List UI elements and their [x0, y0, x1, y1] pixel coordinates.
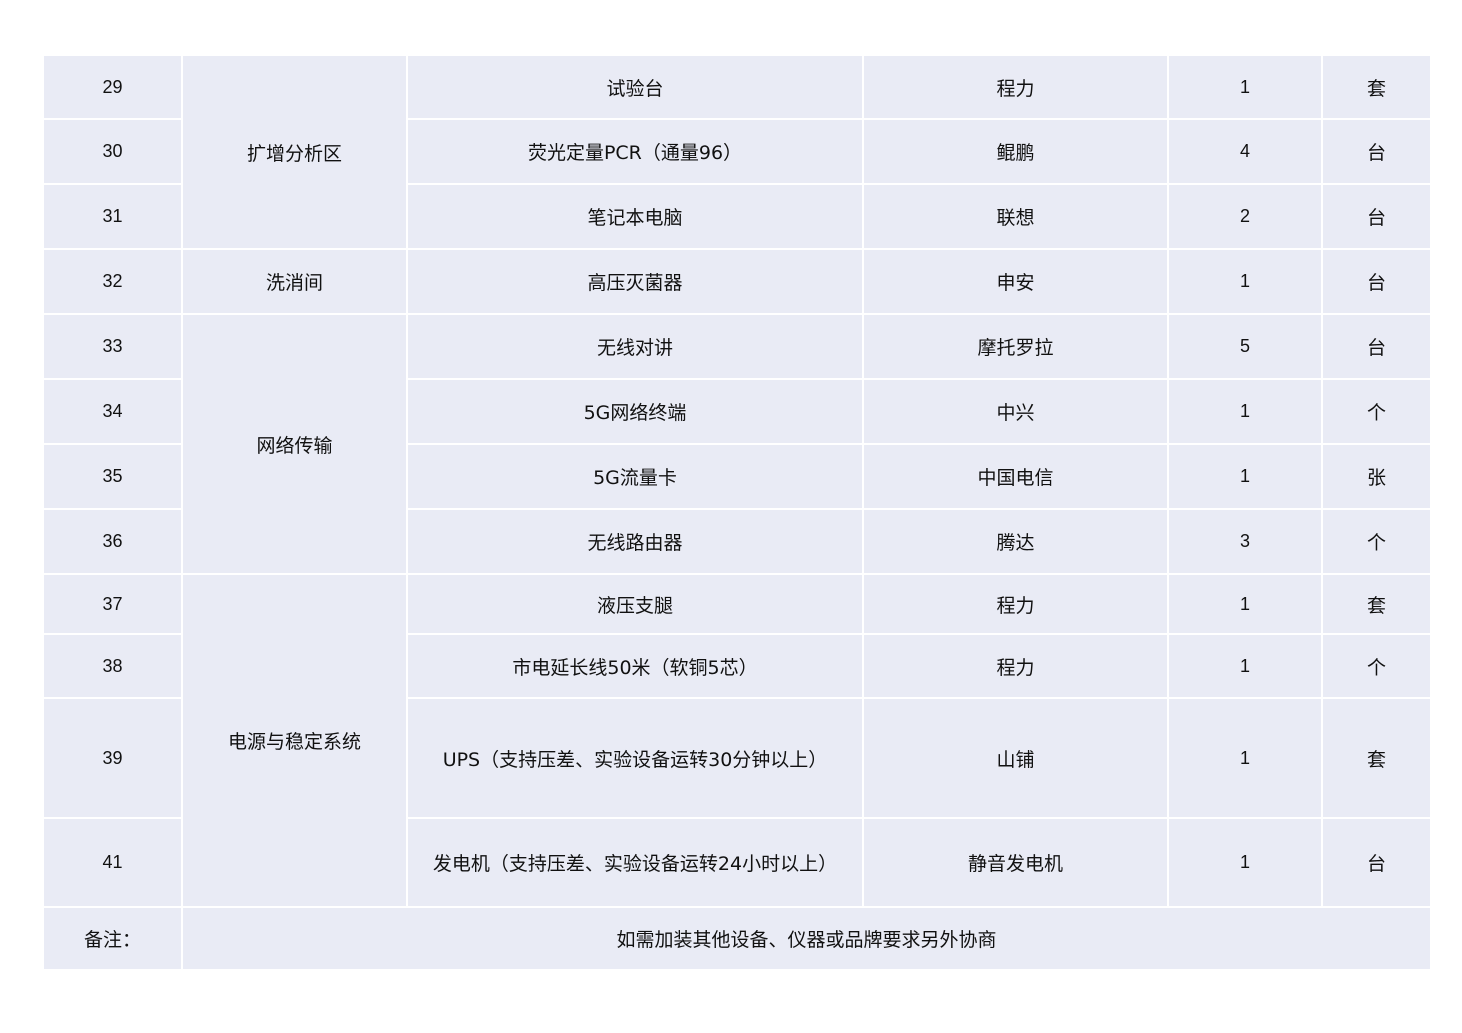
- item-name: 5G网络终端: [406, 378, 864, 445]
- brand: 程力: [862, 633, 1169, 699]
- area-cell: 洗消间: [181, 248, 408, 315]
- unit: 台: [1321, 118, 1432, 185]
- item-name: 无线对讲: [406, 313, 864, 380]
- row-number: 34: [42, 378, 183, 445]
- quantity: 3: [1167, 508, 1323, 575]
- brand: 中兴: [862, 378, 1169, 445]
- remark-text: 如需加装其他设备、仪器或品牌要求另外协商: [181, 906, 1432, 971]
- item-name: 发电机（支持压差、实验设备运转24小时以上）: [406, 817, 864, 908]
- item-name: UPS（支持压差、实验设备运转30分钟以上）: [406, 697, 864, 819]
- quantity: 1: [1167, 443, 1323, 510]
- item-name: 市电延长线50米（软铜5芯）: [406, 633, 864, 699]
- area-cell: 网络传输: [181, 313, 408, 575]
- unit: 张: [1321, 443, 1432, 510]
- quantity: 1: [1167, 697, 1323, 819]
- quantity: 1: [1167, 817, 1323, 908]
- area-cell: 电源与稳定系统: [181, 573, 408, 908]
- item-name: 试验台: [406, 54, 864, 120]
- area-cell: 扩增分析区: [181, 54, 408, 250]
- unit: 个: [1321, 633, 1432, 699]
- item-name: 笔记本电脑: [406, 183, 864, 250]
- table-row: 41 发电机（支持压差、实验设备运转24小时以上） 静音发电机 1 台: [42, 817, 1432, 908]
- brand: 摩托罗拉: [862, 313, 1169, 380]
- row-number: 37: [42, 573, 183, 635]
- equipment-table: 29 扩增分析区 试验台 程力 1 套 30 荧光定量PCR（通量96） 鲲鹏 4 台 31 笔记本电脑…: [42, 54, 1432, 971]
- remark-label: 备注：: [42, 906, 183, 971]
- item-name: 液压支腿: [406, 573, 864, 635]
- quantity: 1: [1167, 573, 1323, 635]
- table-row: 30 荧光定量PCR（通量96） 鲲鹏 4 台: [42, 118, 1432, 185]
- brand: 鲲鹏: [862, 118, 1169, 185]
- table-row: 31 笔记本电脑 联想 2 台: [42, 183, 1432, 250]
- row-number: 36: [42, 508, 183, 575]
- row-number: 41: [42, 817, 183, 908]
- brand: 腾达: [862, 508, 1169, 575]
- table-row: 37 电源与稳定系统 液压支腿 程力 1 套: [42, 573, 1432, 908]
- item-name: 荧光定量PCR（通量96）: [406, 118, 864, 185]
- quantity: 1: [1167, 54, 1323, 120]
- remark-row: 备注： 如需加装其他设备、仪器或品牌要求另外协商: [42, 906, 1432, 971]
- unit: 套: [1321, 573, 1432, 635]
- brand: 程力: [862, 54, 1169, 120]
- table-row: 35 5G流量卡 中国电信 1 张: [42, 443, 1432, 510]
- brand: 联想: [862, 183, 1169, 250]
- brand: 山铺: [862, 697, 1169, 819]
- row-number: 38: [42, 633, 183, 699]
- unit: 台: [1321, 248, 1432, 315]
- unit: 台: [1321, 817, 1432, 908]
- quantity: 5: [1167, 313, 1323, 380]
- quantity: 1: [1167, 633, 1323, 699]
- brand: 静音发电机: [862, 817, 1169, 908]
- quantity: 1: [1167, 378, 1323, 445]
- brand: 申安: [862, 248, 1169, 315]
- row-number: 32: [42, 248, 183, 315]
- row-number: 29: [42, 54, 183, 120]
- quantity: 4: [1167, 118, 1323, 185]
- item-name: 无线路由器: [406, 508, 864, 575]
- quantity: 1: [1167, 248, 1323, 315]
- unit: 个: [1321, 508, 1432, 575]
- unit: 套: [1321, 697, 1432, 819]
- item-name: 高压灭菌器: [406, 248, 864, 315]
- row-number: 30: [42, 118, 183, 185]
- brand: 中国电信: [862, 443, 1169, 510]
- table-row: 34 5G网络终端 中兴 1 个: [42, 378, 1432, 445]
- row-number: 39: [42, 697, 183, 819]
- table-row: 33 网络传输 无线对讲 摩托罗拉 5 台: [42, 313, 1432, 575]
- quantity: 2: [1167, 183, 1323, 250]
- table-row: 36 无线路由器 腾达 3 个: [42, 508, 1432, 575]
- unit: 台: [1321, 313, 1432, 380]
- unit: 个: [1321, 378, 1432, 445]
- unit: 台: [1321, 183, 1432, 250]
- brand: 程力: [862, 573, 1169, 635]
- table-row: 39 UPS（支持压差、实验设备运转30分钟以上） 山铺 1 套: [42, 697, 1432, 819]
- unit: 套: [1321, 54, 1432, 120]
- table-row: 38 市电延长线50米（软铜5芯） 程力 1 个: [42, 633, 1432, 699]
- table-row: 32 洗消间 高压灭菌器 申安 1 台: [42, 248, 1432, 315]
- row-number: 33: [42, 313, 183, 380]
- item-name: 5G流量卡: [406, 443, 864, 510]
- table-row: 29 扩增分析区 试验台 程力 1 套: [42, 54, 1432, 250]
- row-number: 31: [42, 183, 183, 250]
- row-number: 35: [42, 443, 183, 510]
